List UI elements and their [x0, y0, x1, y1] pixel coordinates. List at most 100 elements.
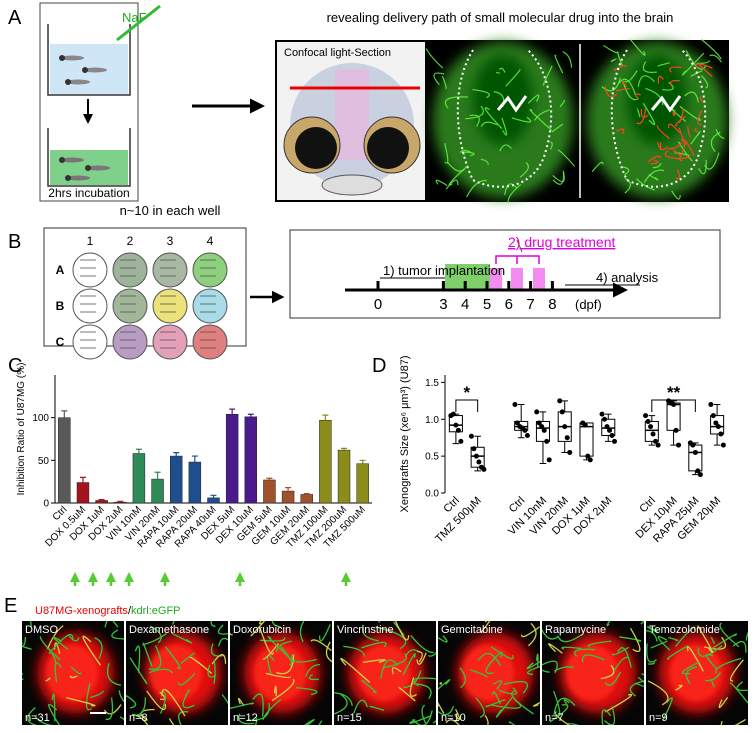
vessel — [445, 719, 460, 725]
vessel — [604, 671, 622, 686]
vessel — [718, 697, 729, 709]
vessel — [559, 99, 566, 108]
vessel — [698, 159, 707, 175]
bar — [58, 417, 71, 504]
vessel — [398, 686, 416, 702]
vessel — [361, 624, 379, 642]
panel-label: B — [8, 231, 21, 253]
bar — [356, 463, 369, 504]
point — [612, 438, 618, 444]
vessel — [600, 665, 615, 680]
vessel — [250, 621, 266, 637]
day-label: 4 — [461, 296, 469, 313]
vessel — [247, 702, 270, 721]
vessel — [484, 107, 503, 130]
bar — [263, 479, 276, 504]
vessel — [52, 636, 69, 650]
vessel — [643, 169, 665, 183]
vessel — [362, 658, 386, 664]
vessel — [417, 650, 423, 663]
vessel — [657, 636, 671, 651]
vessel — [380, 659, 399, 679]
vessel — [89, 690, 105, 699]
point — [718, 431, 724, 437]
sample-count: n=8 — [129, 712, 148, 724]
vessel — [619, 636, 642, 642]
vessel — [168, 718, 175, 725]
vessel — [499, 144, 512, 152]
vessel — [34, 716, 54, 725]
vessel — [217, 624, 228, 635]
vessel — [690, 70, 703, 77]
vessel — [218, 637, 228, 647]
vessel — [645, 87, 664, 106]
vessel — [715, 657, 742, 674]
vessel — [604, 86, 618, 98]
vessel — [466, 179, 487, 198]
column-label: 4 — [207, 234, 214, 248]
vessel — [557, 149, 575, 167]
point — [514, 420, 520, 426]
column-label: 2 — [127, 234, 134, 248]
bar — [281, 490, 295, 504]
vessel — [553, 690, 561, 717]
vessel — [561, 646, 582, 650]
vessel — [634, 676, 644, 688]
vessel — [554, 711, 570, 725]
vessel — [276, 654, 295, 675]
well — [72, 324, 108, 360]
day-tick — [376, 281, 380, 290]
vessel — [677, 108, 685, 123]
vessel — [182, 688, 195, 709]
vessel — [484, 714, 489, 725]
vessel — [697, 625, 714, 654]
vessel — [149, 625, 162, 644]
vessel — [694, 127, 699, 133]
sample-count: n=15 — [337, 712, 362, 724]
vessel — [646, 626, 658, 634]
step-label: 1) tumor implantation — [383, 263, 505, 278]
vessel — [146, 690, 166, 711]
vessel — [361, 679, 377, 694]
vessel — [668, 123, 681, 134]
vessel — [684, 91, 699, 103]
vessel — [681, 661, 700, 675]
vessel — [529, 109, 553, 131]
vessel — [465, 105, 484, 120]
vessel — [527, 665, 540, 676]
vessel — [618, 78, 637, 96]
vessel — [695, 63, 713, 70]
point — [650, 431, 656, 437]
point — [643, 413, 649, 419]
vessel — [710, 636, 715, 644]
point — [559, 409, 565, 415]
bar — [300, 494, 313, 504]
vessel — [164, 646, 181, 670]
tumor — [150, 645, 202, 701]
vessel — [699, 96, 704, 104]
vessel — [291, 653, 317, 663]
day-tick — [507, 281, 511, 290]
point — [671, 402, 677, 407]
vessel — [22, 672, 24, 680]
bracket — [651, 399, 696, 412]
vessel — [706, 653, 717, 670]
point — [473, 453, 479, 459]
vessel — [180, 652, 195, 664]
micrograph — [542, 621, 644, 725]
vessel — [230, 633, 233, 636]
vessel — [729, 682, 748, 704]
point — [453, 422, 459, 428]
y-axis-label: Inhibition Ratio of U87MG (%) — [16, 363, 27, 496]
point — [690, 442, 696, 448]
vessel — [254, 717, 258, 725]
vessel — [636, 108, 647, 125]
vessel — [172, 621, 175, 625]
vessel — [501, 117, 508, 136]
vessel — [438, 706, 455, 716]
vessel — [700, 38, 722, 60]
vessel — [334, 692, 353, 707]
image-row: DMSO n=31 Dexamethasone n=8 Doxorubicin n=12 V… — [22, 621, 748, 725]
micrograph — [334, 621, 436, 725]
panel-a-title: revealing delivery path of small molecul… — [327, 10, 674, 25]
